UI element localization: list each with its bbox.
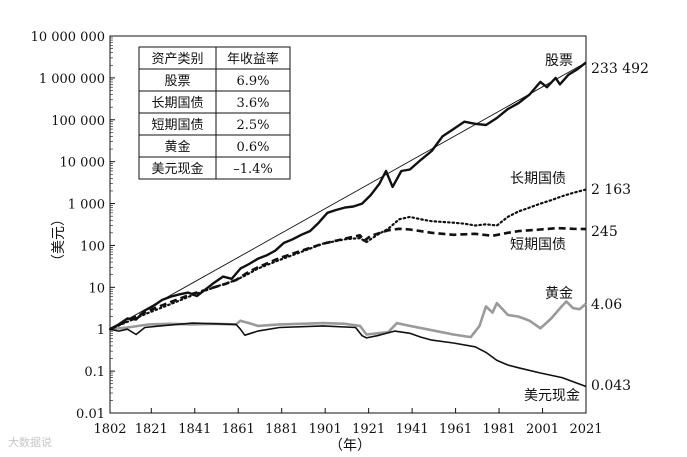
legend-cell-return: 3.6% bbox=[236, 96, 269, 111]
series-layer bbox=[108, 61, 588, 388]
end-label-us-dollar-cash: 0.043 bbox=[591, 378, 631, 394]
x-tick-label: 1901 bbox=[309, 422, 342, 437]
x-tick-label: 1821 bbox=[135, 422, 168, 437]
y-tick-label: 1 000 bbox=[68, 198, 105, 213]
y-tick-label: 1 bbox=[97, 323, 105, 338]
x-tick-label: 1802 bbox=[93, 422, 126, 437]
legend-cell-asset: 长期国债 bbox=[151, 96, 203, 111]
series-line-us-dollar-cash bbox=[109, 322, 587, 388]
x-axis-title: （年） bbox=[329, 438, 371, 454]
stock-trend-line bbox=[109, 62, 587, 330]
legend-header-asset-class: 资产类别 bbox=[151, 52, 203, 67]
annotation-short-bills: 短期国债 bbox=[510, 237, 566, 253]
y-tick-label: 100 bbox=[80, 239, 105, 254]
legend-cell-return: –1.4% bbox=[233, 162, 273, 177]
legend-cell-asset: 黄金 bbox=[164, 139, 190, 155]
legend-header-annual-return: 年收益率 bbox=[227, 51, 279, 67]
x-tick-label: 2001 bbox=[526, 422, 559, 437]
annotation-us-dollar-cash: 美元现金 bbox=[524, 388, 580, 404]
y-tick-label: 10 000 bbox=[60, 156, 106, 171]
plot-frame bbox=[109, 35, 587, 414]
annotation-long-bonds: 长期国债 bbox=[510, 171, 566, 187]
x-tick-label: 1961 bbox=[439, 422, 472, 437]
legend-cell-asset: 短期国债 bbox=[151, 118, 203, 133]
y-tick-label: 10 000 000 bbox=[31, 30, 105, 45]
y-tick-label: 1 000 000 bbox=[39, 72, 105, 87]
y-axis-title: （美元） bbox=[51, 212, 67, 268]
legend-cell-asset: 股票 bbox=[164, 74, 190, 89]
x-tick-label: 1981 bbox=[483, 422, 516, 437]
x-tick-label: 2021 bbox=[569, 422, 602, 437]
legend-cell-return: 2.5% bbox=[236, 118, 269, 133]
x-axis-ticks: 1802 1821 1841 1861 1881 1901 1921 1941 1961 1981… bbox=[93, 408, 603, 437]
annotation-gold: 黄金 bbox=[545, 285, 573, 302]
end-label-gold: 4.06 bbox=[591, 297, 622, 313]
end-label-stocks: 233 492 bbox=[591, 61, 649, 77]
series-line-gold bbox=[109, 300, 587, 339]
x-tick-label: 1841 bbox=[178, 422, 211, 437]
y-tick-label: 100 000 bbox=[51, 114, 105, 129]
series-line-stocks bbox=[109, 61, 587, 331]
x-tick-label: 1941 bbox=[396, 422, 429, 437]
series-line-short-bills bbox=[109, 226, 587, 331]
end-label-short-bills: 245 bbox=[591, 224, 618, 240]
legend-cell-return: 0.6% bbox=[236, 140, 269, 155]
legend-cell-asset: 美元现金 bbox=[151, 161, 203, 177]
x-tick-label: 1921 bbox=[352, 422, 385, 437]
series-line-long-bonds bbox=[108, 188, 588, 331]
y-tick-label: 10 bbox=[88, 281, 105, 296]
x-tick-label: 1881 bbox=[265, 422, 298, 437]
annotation-stocks: 股票 bbox=[545, 53, 573, 69]
watermark: 大数据说 bbox=[8, 435, 52, 449]
x-tick-label: 1861 bbox=[222, 422, 255, 437]
legend-cell-return: 6.9% bbox=[236, 74, 269, 89]
y-tick-label: 0.1 bbox=[84, 365, 105, 380]
end-label-long-bonds: 2 163 bbox=[591, 182, 631, 198]
plot-border bbox=[109, 35, 587, 414]
y-tick-label: 0.01 bbox=[76, 407, 105, 422]
